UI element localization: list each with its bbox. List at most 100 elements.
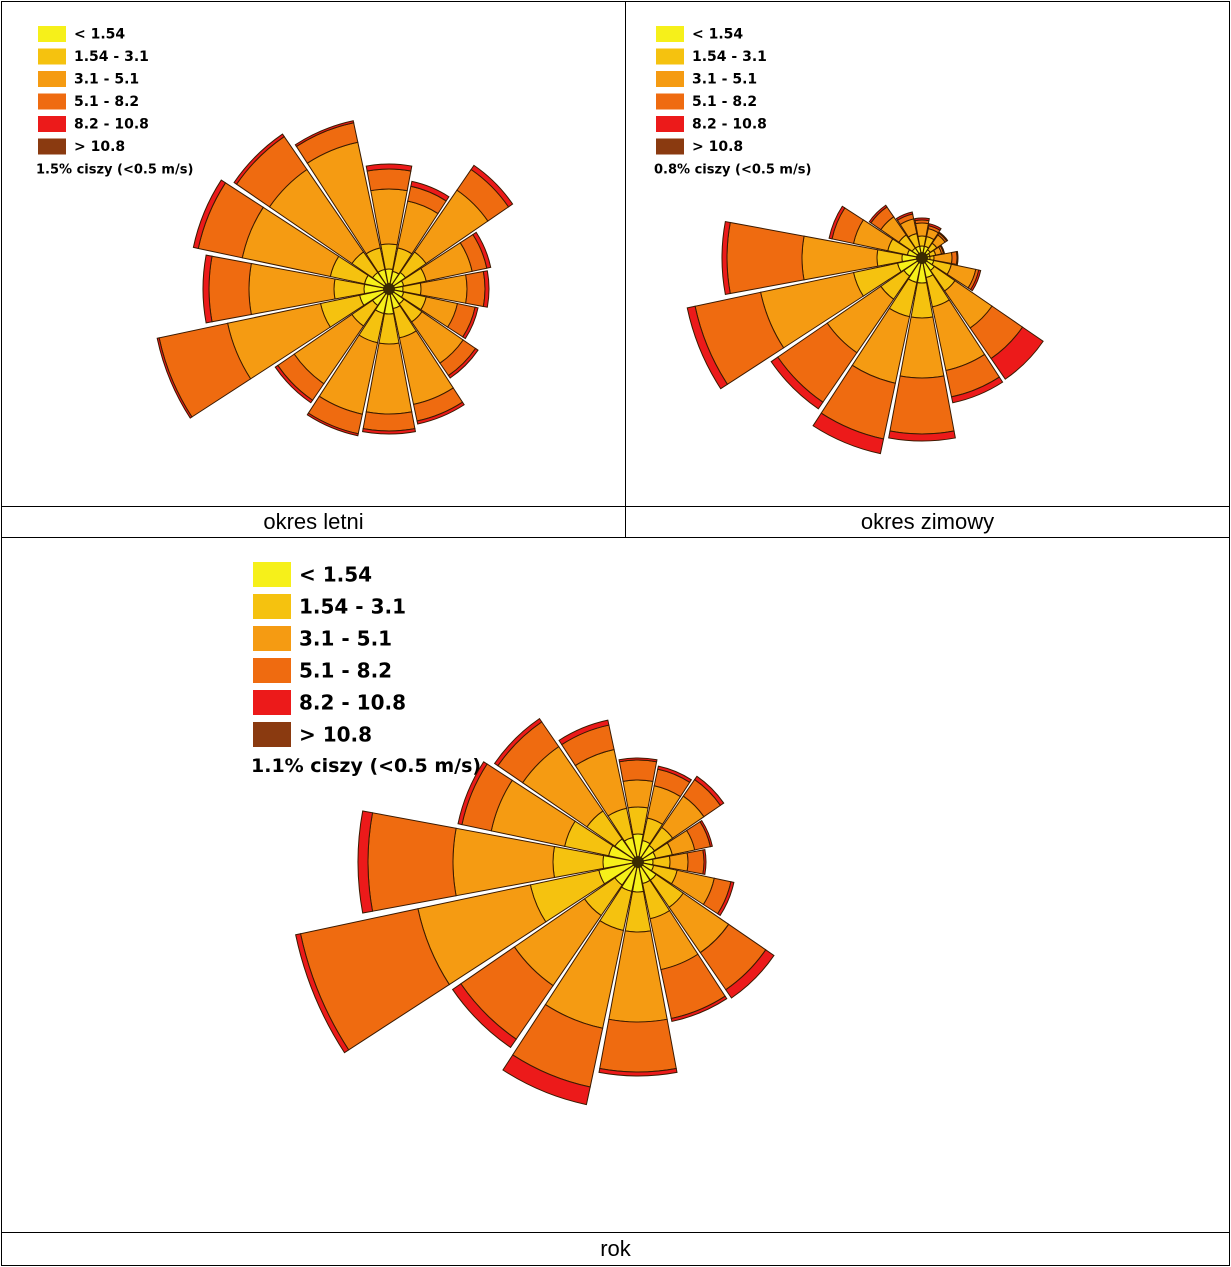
wedge-segment	[462, 306, 479, 340]
calm-note: 1.5% ciszy (<0.5 m/s)	[36, 163, 193, 178]
wedge-segment	[686, 849, 705, 875]
legend: < 1.54 1.54 - 3.1 3.1 - 5.1 5.1 - 8.2 8.2 - …	[251, 562, 481, 777]
wedge-segment	[716, 881, 735, 917]
caption-winter: okres zimowy	[625, 506, 1230, 538]
legend-label: > 10.8	[692, 139, 743, 155]
rose-wedges	[295, 717, 775, 1106]
wedge-segment	[668, 852, 689, 872]
legend: < 1.54 1.54 - 3.1 3.1 - 5.1 5.1 - 8.2 8.2 - …	[654, 26, 811, 178]
wedge-segment	[366, 168, 412, 192]
wedge-segment	[699, 819, 713, 848]
wedge-segment	[686, 305, 729, 390]
wedge-segment	[233, 133, 285, 185]
wedge-segment	[955, 250, 959, 266]
panel-winter: < 1.54 1.54 - 3.1 3.1 - 5.1 5.1 - 8.2 8.2 - …	[625, 1, 1230, 507]
wedge-segment	[295, 933, 350, 1054]
legend-label: 3.1 - 5.1	[299, 627, 392, 651]
wedge-segment	[828, 205, 846, 240]
wedge-segment	[702, 849, 707, 875]
wind-rose-summer: < 1.54 1.54 - 3.1 3.1 - 5.1 5.1 - 8.2 8.2 - …	[36, 26, 514, 437]
legend-swatch	[253, 562, 291, 587]
legend-swatch	[253, 658, 291, 683]
wedge-segment	[670, 995, 728, 1023]
wedge-segment	[969, 269, 982, 292]
wedge-segment	[598, 1067, 678, 1077]
wedge-segment	[156, 337, 193, 419]
wedge-segment	[928, 223, 942, 232]
legend-label: > 10.8	[74, 139, 125, 155]
legend-swatch	[38, 138, 66, 155]
wedge-segment	[868, 204, 888, 224]
legend-label: 3.1 - 5.1	[692, 71, 757, 87]
panel-summer: < 1.54 1.54 - 3.1 3.1 - 5.1 5.1 - 8.2 8.2 - …	[1, 1, 626, 507]
legend: < 1.54 1.54 - 3.1 3.1 - 5.1 5.1 - 8.2 8.2 - …	[36, 26, 193, 178]
wedge-segment	[482, 270, 490, 308]
rose-wedges	[156, 120, 514, 437]
wedge-segment	[693, 775, 725, 807]
rose-center	[632, 856, 644, 868]
wedge-segment	[895, 211, 914, 221]
wedge-segment	[357, 810, 374, 914]
legend-swatch	[656, 93, 684, 110]
legend-swatch	[38, 48, 66, 65]
wedge-segment	[493, 717, 543, 767]
legend-swatch	[656, 138, 684, 155]
legend-label: 1.54 - 3.1	[299, 595, 406, 619]
wedge-segment	[416, 401, 465, 425]
wedge-segment	[457, 761, 488, 826]
wedge-segment	[361, 428, 417, 435]
wedge-segment	[725, 949, 775, 999]
legend-label: 5.1 - 8.2	[299, 659, 392, 683]
wedge-segment	[472, 231, 492, 269]
wedge-segment	[410, 180, 450, 202]
legend-swatch	[253, 626, 291, 651]
legend-label: < 1.54	[299, 563, 372, 587]
legend-swatch	[253, 690, 291, 715]
wedge-segment	[914, 217, 930, 222]
legend-label: < 1.54	[74, 26, 125, 42]
wedge-segment	[915, 222, 929, 237]
legend-swatch	[38, 116, 66, 132]
panel-year: < 1.54 1.54 - 3.1 3.1 - 5.1 5.1 - 8.2 8.2 - …	[1, 537, 1230, 1233]
wedge-segment	[451, 983, 517, 1049]
wedge-segment	[888, 430, 956, 442]
caption-year: rok	[1, 1232, 1230, 1266]
wedge-segment	[502, 1054, 591, 1106]
legend-swatch	[656, 26, 684, 42]
legend-label: 8.2 - 10.8	[299, 691, 406, 715]
wedge-segment	[657, 765, 693, 784]
wedge-segment	[192, 179, 227, 250]
legend-label: 1.54 - 3.1	[74, 49, 149, 65]
wedge-segment	[447, 347, 479, 379]
wedge-segment	[618, 757, 658, 763]
wedge-segment	[889, 375, 955, 435]
legend-swatch	[656, 116, 684, 132]
legend-label: 3.1 - 5.1	[74, 71, 139, 87]
wedge-segment	[721, 220, 731, 296]
wedge-segment	[365, 163, 413, 172]
wedge-segment	[950, 251, 958, 265]
legend-label: 8.2 - 10.8	[74, 116, 149, 132]
rose-center	[916, 252, 928, 264]
legend-swatch	[38, 71, 66, 87]
wedge-segment	[939, 244, 946, 255]
wedge-segment	[622, 779, 654, 809]
legend-swatch	[656, 71, 684, 87]
wedge-segment	[208, 255, 252, 323]
wedge-segment	[812, 412, 885, 455]
calm-note: 1.1% ciszy (<0.5 m/s)	[251, 755, 481, 777]
wind-rose-year: < 1.54 1.54 - 3.1 3.1 - 5.1 5.1 - 8.2 8.2 - …	[251, 562, 775, 1106]
wedge-segment	[274, 364, 314, 404]
wedge-segment	[470, 164, 514, 208]
legend-swatch	[253, 722, 291, 747]
legend-label: 8.2 - 10.8	[692, 116, 767, 132]
legend-swatch	[38, 93, 66, 110]
legend-label: 5.1 - 8.2	[74, 94, 139, 110]
wedge-segment	[558, 719, 610, 746]
rose-center	[383, 283, 395, 295]
rose-wedges	[686, 204, 1044, 455]
caption-summer: okres letni	[1, 506, 626, 538]
wind-rose-winter: < 1.54 1.54 - 3.1 3.1 - 5.1 5.1 - 8.2 8.2 - …	[654, 26, 1044, 455]
wedge-segment	[465, 270, 486, 308]
